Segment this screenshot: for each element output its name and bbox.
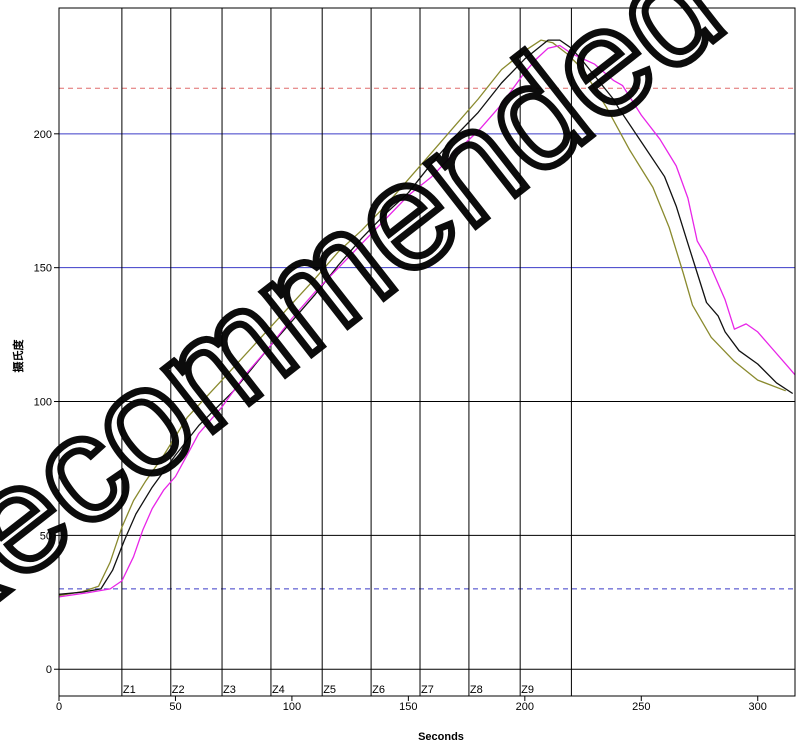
reference-lines [59,87,795,590]
grid-lines [59,401,795,670]
zone-label-Z8: Z8 [470,684,483,696]
zone-label-Z5: Z5 [323,684,336,696]
x-tick-label-200: 200 [516,701,534,713]
x-tick-label-300: 300 [749,701,767,713]
y-tick-label-50: 50 [40,530,52,542]
axis-ticks: 0 50 100 150 200 0 50 100 150 200 250 300 [34,129,767,713]
plot-frame [58,7,796,697]
x-tick-label-250: 250 [632,701,650,713]
plot-area [59,8,795,696]
y-axis-label: 摄氏度 [11,339,25,373]
series-line-2 [58,39,794,595]
series-lines [58,39,796,598]
x-tick-label-150: 150 [399,701,417,713]
series-line-1 [58,39,786,597]
zone-label-Z9: Z9 [521,684,534,696]
zone-label-Z6: Z6 [372,684,385,696]
zone-label-Z3: Z3 [223,684,236,696]
zone-label-Z1: Z1 [123,684,136,696]
zone-lines: Z1 Z2 Z3 Z4 Z5 Z6 Z7 Z8 Z9 [121,8,572,696]
y-tick-label-100: 100 [34,397,52,409]
zone-label-Z2: Z2 [172,684,185,696]
series-line-3 [58,44,796,598]
y-tick-label-150: 150 [34,263,52,275]
y-tick-label-200: 200 [34,129,52,141]
zone-label-Z7: Z7 [421,684,434,696]
zone-label-Z4: Z4 [272,684,285,696]
x-axis-label: Seconds [418,731,464,742]
x-tick-label-100: 100 [283,701,301,713]
x-tick-label-0: 0 [56,701,62,713]
y-tick-label-0: 0 [46,664,52,676]
x-tick-label-50: 50 [169,701,181,713]
